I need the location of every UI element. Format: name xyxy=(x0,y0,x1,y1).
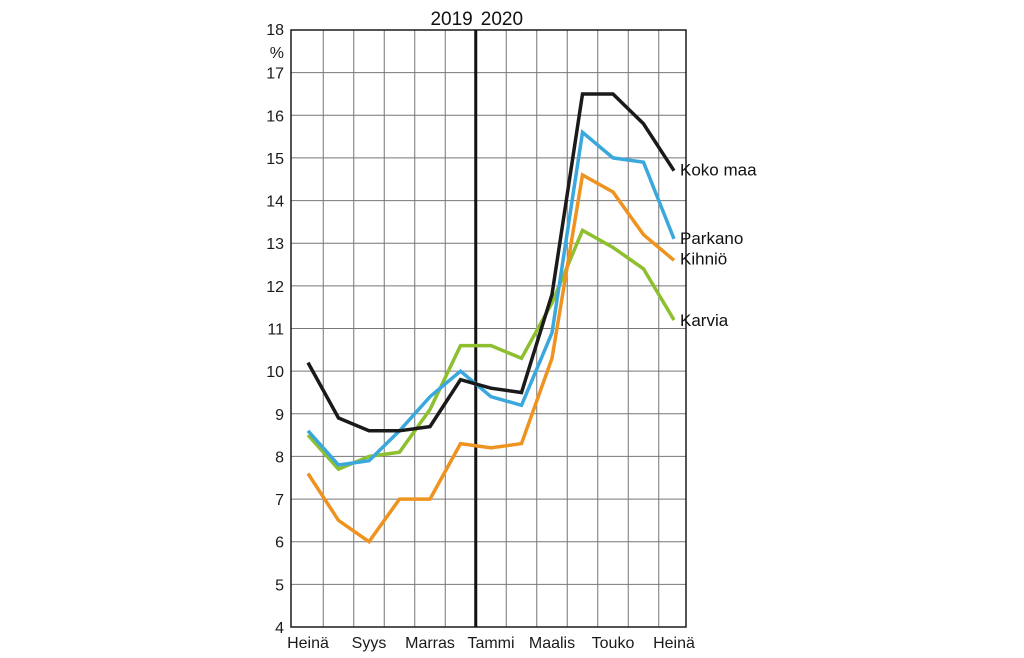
year-label-2020: 2020 xyxy=(481,9,523,30)
series-line-koko-maa xyxy=(306,92,676,433)
series-line-parkano xyxy=(306,128,676,467)
y-tick-label: 10 xyxy=(266,364,284,381)
y-tick-label: 14 xyxy=(266,194,284,211)
series-label-parkano: Parkano xyxy=(680,229,743,248)
plot-frame xyxy=(290,29,687,628)
series-label-karvia: Karvia xyxy=(680,311,729,330)
series-label-koko-maa: Koko maa xyxy=(680,161,757,180)
x-tick-label: Marras xyxy=(405,635,455,652)
x-tick-label: Tammi xyxy=(467,635,514,652)
y-tick-label: 13 xyxy=(266,236,284,253)
y-tick-label: 15 xyxy=(266,151,284,168)
year-label-2019: 2019 xyxy=(430,9,472,30)
x-tick-label: Maalis xyxy=(529,635,575,652)
series-line-karvia xyxy=(306,227,676,472)
y-tick-label: 7 xyxy=(275,492,284,509)
y-tick-label: 16 xyxy=(266,108,284,125)
x-tick-label: Heinä xyxy=(653,635,695,652)
y-tick-label: 12 xyxy=(266,279,284,296)
x-tick-label: Touko xyxy=(592,635,635,652)
chart-grid xyxy=(291,30,686,627)
tick-labels: 4 5 6 7 8 9 10 11 12 13 14 15 16 17 18 Heinä Syys Marras T… xyxy=(266,22,695,652)
y-tick-label: 6 xyxy=(275,535,284,552)
y-tick-label: 9 xyxy=(275,407,284,424)
x-tick-label: Syys xyxy=(352,635,387,652)
y-tick-label: 11 xyxy=(267,322,284,339)
y-tick-label: 4 xyxy=(275,620,284,637)
y-tick-label: 17 xyxy=(266,66,284,83)
y-tick-label: 18 xyxy=(266,22,284,39)
series-line-kihni- xyxy=(306,172,676,545)
x-tick-label: Heinä xyxy=(287,635,329,652)
series-label-kihni-: Kihniö xyxy=(680,249,727,268)
y-axis-unit-label: % xyxy=(270,45,284,62)
y-tick-label: 5 xyxy=(275,577,284,594)
y-tick-label: 8 xyxy=(275,449,284,466)
series-lines xyxy=(306,92,676,545)
